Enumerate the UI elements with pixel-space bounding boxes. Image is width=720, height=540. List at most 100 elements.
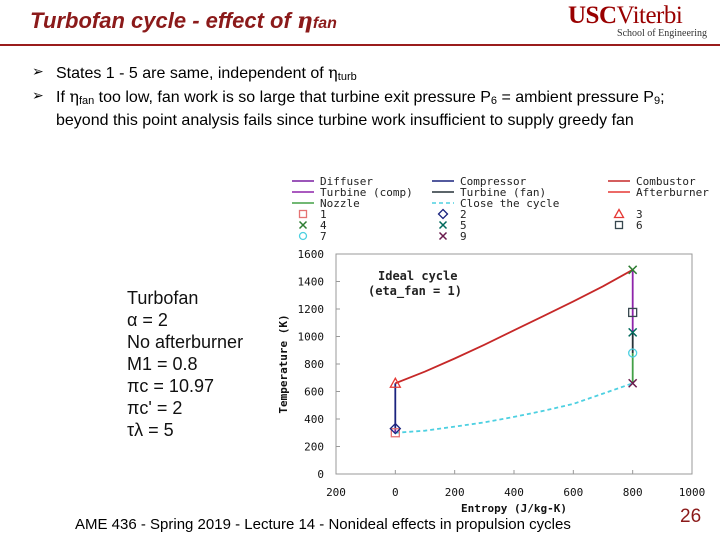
legend-marker <box>438 231 448 241</box>
y-tick-label: 1200 <box>298 303 325 316</box>
x-tick-label: 800 <box>623 486 643 499</box>
x-tick-label: 1000 <box>679 486 706 499</box>
param-afterburner: No afterburner <box>127 332 244 352</box>
state-point-4 <box>628 265 638 275</box>
state-point-1 <box>390 428 400 438</box>
bullet-2-text-a: If <box>56 89 70 106</box>
state-point-7 <box>628 348 638 358</box>
state-point-6 <box>628 307 638 318</box>
x-tick-label: 200 <box>326 486 346 499</box>
y-tick-label: 1400 <box>298 276 325 289</box>
arrow-bullet-icon: ➢ <box>32 64 44 80</box>
bullet-1-text: States 1 - 5 are same, independent of <box>56 65 329 82</box>
y-tick-label: 1600 <box>298 248 325 261</box>
bullet-2-text-c: = ambient pressure P <box>497 89 654 106</box>
bullet-2-sub3: 9 <box>653 95 661 107</box>
legend-entry-9: 9 <box>438 230 467 243</box>
x-tick-label: 0 <box>392 486 399 499</box>
legend-entry-compressor: Compressor <box>432 175 527 188</box>
legend-entry-6: 6 <box>614 219 643 232</box>
annotation-line-1: Ideal cycle <box>378 269 457 283</box>
cycle-lines <box>394 269 634 434</box>
footer-text: AME 436 - Spring 2019 - Lecture 14 - Non… <box>75 516 571 533</box>
legend-label: Turbine (fan) <box>460 186 546 199</box>
bullet-2-text-d: ; beyond this point analysis fails since… <box>56 89 665 129</box>
legend-entry-combustor: Combustor <box>608 175 696 188</box>
usc-viterbi-logo: USCViterbi School of Engineering <box>568 2 713 39</box>
state-markers <box>389 265 638 438</box>
legend-entry-turbine-fan-: Turbine (fan) <box>432 186 546 199</box>
legend-label: 5 <box>460 219 467 232</box>
legend-label: Afterburner <box>636 186 709 199</box>
title-subscript: fan <box>312 15 337 32</box>
param-alpha: α = 2 <box>127 310 168 330</box>
chart-legend: Diffuser Compressor Combustor Turbine (comp… <box>292 175 709 243</box>
legend-label: 1 <box>320 208 327 221</box>
legend-label: Compressor <box>460 175 527 188</box>
y-tick-label: 200 <box>304 441 324 454</box>
legend-marker <box>298 220 308 230</box>
legend-entry-close-the-cycle: Close the cycle <box>432 197 559 210</box>
x-tick-label: 400 <box>504 486 524 499</box>
legend-marker <box>614 220 624 230</box>
y-axis-label: Temperature (K) <box>277 314 290 413</box>
series-combustor <box>394 269 634 385</box>
bullet-1-sub: turb <box>337 71 357 83</box>
state-point-5 <box>628 327 638 337</box>
legend-label: Turbine (comp) <box>320 186 413 199</box>
x-axis-ticks: 200 0 200 400 600 800 1000 <box>326 470 705 499</box>
series-close-the-cycle <box>395 382 633 434</box>
legend-label: 4 <box>320 219 327 232</box>
param-mach: M1 = 0.8 <box>127 354 198 374</box>
bullet-2-sub2: 6 <box>490 95 497 107</box>
title-rule <box>0 44 720 46</box>
x-axis-label: Entropy (J/kg-K) <box>461 502 567 515</box>
y-tick-label: 0 <box>317 468 324 481</box>
legend-entry-2: 2 <box>437 208 467 221</box>
legend-marker <box>438 220 448 230</box>
legend-entry-turbine-comp-: Turbine (comp) <box>292 186 413 199</box>
legend-label: 2 <box>460 208 467 221</box>
legend-label: 6 <box>636 219 643 232</box>
param-engine: Turbofan <box>127 288 199 308</box>
legend-label: 9 <box>460 230 467 243</box>
legend-marker <box>613 208 625 219</box>
legend-entry-7: 7 <box>298 230 327 243</box>
legend-entry-diffuser: Diffuser <box>292 175 373 188</box>
y-axis-ticks: 0 200 400 600 800 1000 1200 1400 1600 <box>298 248 340 481</box>
bullet-list: ➢ States 1 - 5 are same, independent of … <box>32 62 702 131</box>
legend-label: Combustor <box>636 175 696 188</box>
y-tick-label: 800 <box>304 358 324 371</box>
legend-label: Diffuser <box>320 175 373 188</box>
bullet-1-eta: η <box>328 63 338 82</box>
legend-label: Nozzle <box>320 197 360 210</box>
legend-label: Close the cycle <box>460 197 559 210</box>
bullet-1: ➢ States 1 - 5 are same, independent of … <box>32 62 702 86</box>
legend-entry-3: 3 <box>613 208 643 221</box>
legend-marker <box>298 209 308 219</box>
title-prefix: Turbofan cycle - effect of <box>30 8 297 33</box>
page-number: 26 <box>680 506 702 527</box>
bullet-2: ➢ If ηfan too low, fan work is so large … <box>32 86 702 131</box>
legend-label: 3 <box>636 208 643 221</box>
legend-entry-4: 4 <box>298 219 327 232</box>
y-tick-label: 1000 <box>298 331 325 344</box>
logo-brand: USC <box>568 2 617 29</box>
x-tick-label: 600 <box>563 486 583 499</box>
y-tick-label: 600 <box>304 386 324 399</box>
state-point-2 <box>389 422 402 435</box>
logo-school: School of Engineering <box>617 28 707 39</box>
title-eta: η <box>296 8 313 34</box>
legend-entry-5: 5 <box>438 219 467 232</box>
legend-entry-1: 1 <box>298 208 327 221</box>
legend-marker <box>298 231 308 241</box>
slide-title: Turbofan cycle - effect of ηfan <box>30 8 337 34</box>
state-point-9 <box>628 378 638 388</box>
legend-marker <box>437 208 449 220</box>
legend-label: 7 <box>320 230 327 243</box>
param-pi-c-fan: πc' = 2 <box>127 398 183 418</box>
cycle-parameters: Turbofan α = 2 No afterburner M1 = 0.8 π… <box>127 287 243 441</box>
legend-entry-afterburner: Afterburner <box>608 186 709 199</box>
arrow-bullet-icon: ➢ <box>32 88 44 104</box>
bullet-2-eta: η <box>69 87 79 106</box>
